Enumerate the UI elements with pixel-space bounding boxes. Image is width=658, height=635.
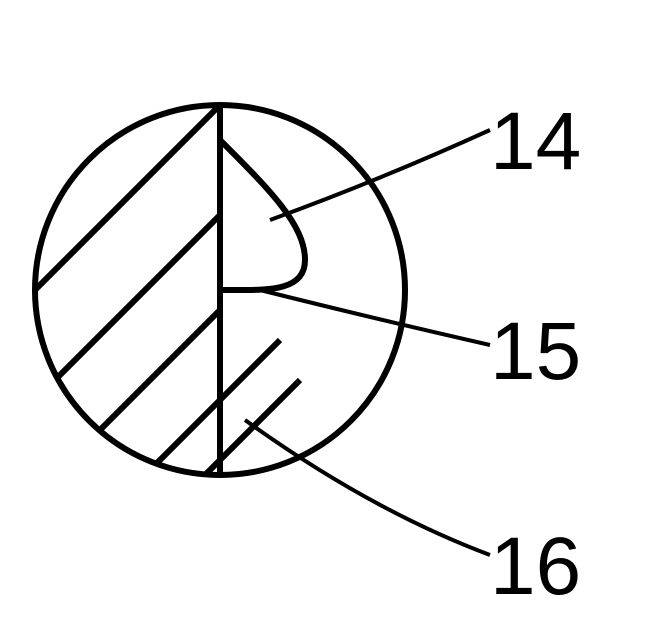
leader-line [260,290,490,345]
label-16: 16 [490,520,581,614]
label-15: 15 [490,305,581,399]
hatch-line [55,215,220,380]
label-14: 14 [490,95,581,189]
leader-line [245,420,490,555]
leader-lines [245,130,490,555]
notch-curve [220,140,305,290]
leader-line [270,130,490,220]
